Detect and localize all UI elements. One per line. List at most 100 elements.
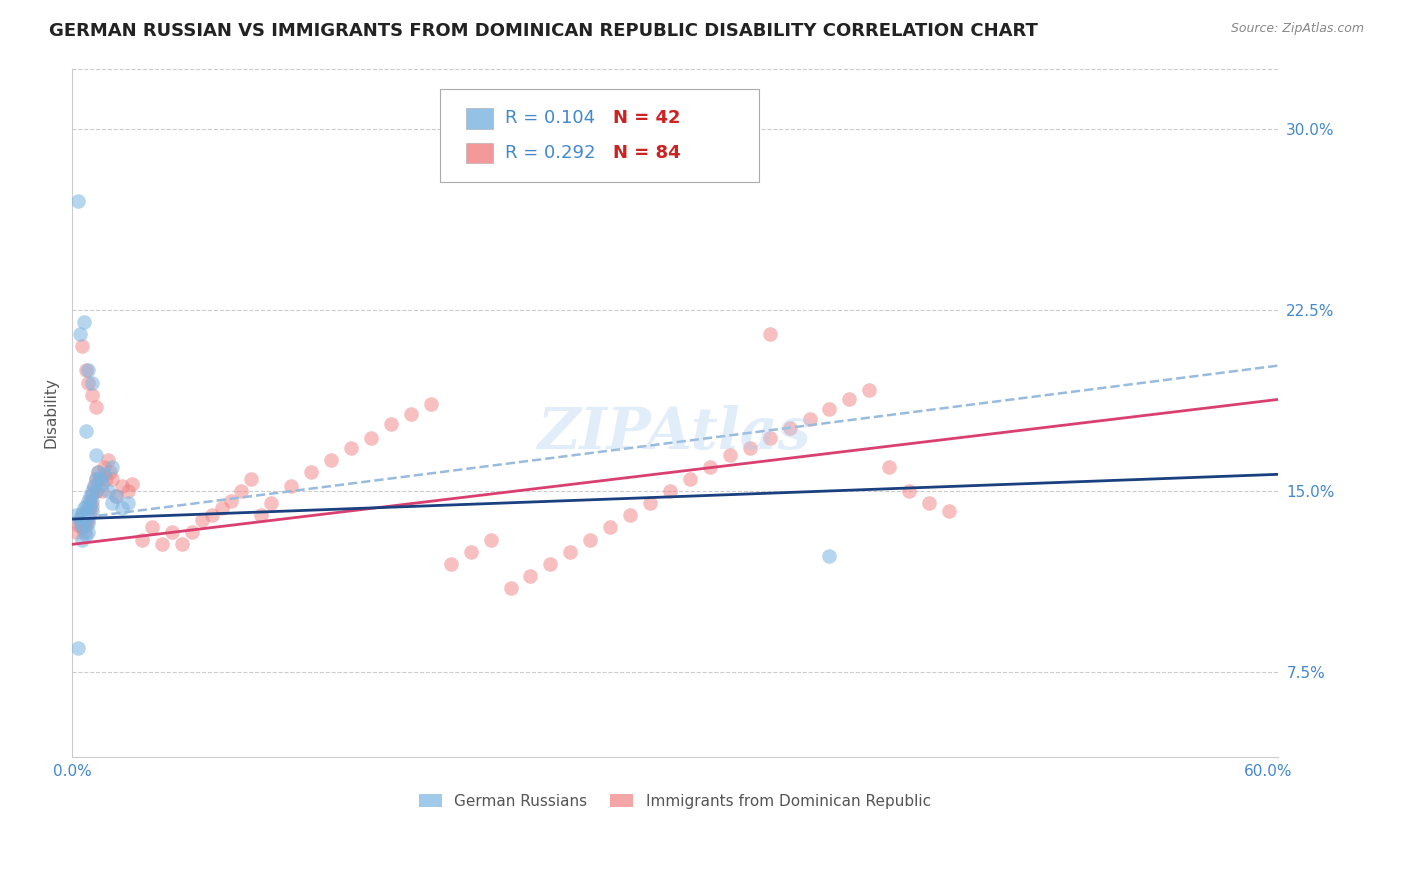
Point: [877, 460, 900, 475]
Point: [89, 472, 111, 486]
Point: [799, 411, 821, 425]
Point: [659, 484, 682, 499]
Point: [66, 518, 89, 533]
Point: [70, 339, 93, 353]
Point: [340, 441, 363, 455]
Point: [77, 494, 100, 508]
Point: [938, 503, 960, 517]
Point: [73, 525, 96, 540]
Point: [75, 527, 97, 541]
Point: [619, 508, 641, 523]
Point: [111, 479, 134, 493]
Point: [77, 513, 100, 527]
Point: [150, 537, 173, 551]
Point: [97, 484, 120, 499]
Point: [519, 568, 541, 582]
Point: [170, 537, 193, 551]
Point: [101, 496, 124, 510]
Point: [221, 494, 243, 508]
Point: [250, 508, 273, 523]
Point: [211, 501, 233, 516]
Point: [75, 363, 97, 377]
Point: [280, 479, 302, 493]
Point: [79, 506, 101, 520]
Text: ZIPAtlas: ZIPAtlas: [538, 405, 811, 462]
Point: [560, 544, 582, 558]
Point: [87, 465, 110, 479]
Point: [758, 327, 780, 342]
Point: [419, 397, 441, 411]
Point: [80, 484, 103, 499]
Point: [90, 477, 112, 491]
Point: [65, 508, 87, 523]
Point: [160, 525, 183, 540]
Point: [80, 387, 103, 401]
Point: [638, 496, 661, 510]
Point: [66, 194, 89, 209]
Point: [758, 431, 780, 445]
Point: [83, 479, 105, 493]
Point: [69, 516, 91, 530]
Point: [141, 520, 163, 534]
Point: [93, 460, 115, 475]
Point: [679, 472, 702, 486]
Point: [104, 489, 127, 503]
Point: [101, 460, 124, 475]
Point: [898, 484, 921, 499]
Point: [69, 513, 91, 527]
Point: [80, 494, 103, 508]
Point: [70, 533, 93, 547]
Text: N = 84: N = 84: [613, 145, 681, 162]
Point: [321, 453, 343, 467]
FancyBboxPatch shape: [467, 143, 494, 163]
Point: [718, 448, 741, 462]
Point: [77, 508, 100, 523]
Point: [104, 489, 127, 503]
Point: [70, 520, 93, 534]
Point: [200, 508, 222, 523]
Point: [84, 448, 107, 462]
Point: [77, 525, 100, 540]
Point: [77, 376, 100, 390]
Point: [89, 472, 111, 486]
Point: [69, 327, 91, 342]
Text: Source: ZipAtlas.com: Source: ZipAtlas.com: [1230, 22, 1364, 36]
Point: [299, 465, 322, 479]
Point: [260, 496, 283, 510]
Point: [779, 421, 801, 435]
Point: [70, 520, 93, 534]
Point: [80, 376, 103, 390]
Point: [80, 486, 103, 500]
Point: [70, 506, 93, 520]
Point: [858, 383, 880, 397]
Point: [66, 641, 89, 656]
Point: [97, 453, 120, 467]
Point: [79, 494, 101, 508]
Point: [83, 479, 105, 493]
Point: [180, 525, 202, 540]
Y-axis label: Disability: Disability: [44, 377, 58, 448]
Point: [77, 516, 100, 530]
Point: [80, 503, 103, 517]
Point: [499, 581, 522, 595]
Point: [70, 508, 93, 523]
Text: R = 0.292: R = 0.292: [505, 145, 595, 162]
Text: GERMAN RUSSIAN VS IMMIGRANTS FROM DOMINICAN REPUBLIC DISABILITY CORRELATION CHAR: GERMAN RUSSIAN VS IMMIGRANTS FROM DOMINI…: [49, 22, 1038, 40]
Point: [77, 501, 100, 516]
Point: [79, 499, 101, 513]
Point: [460, 544, 482, 558]
FancyBboxPatch shape: [467, 108, 494, 128]
Point: [117, 496, 139, 510]
Point: [65, 525, 87, 540]
FancyBboxPatch shape: [440, 89, 759, 182]
Point: [538, 557, 561, 571]
Point: [75, 424, 97, 438]
Point: [73, 315, 96, 329]
Point: [84, 472, 107, 486]
Point: [75, 518, 97, 533]
Point: [111, 501, 134, 516]
Point: [190, 513, 212, 527]
Point: [738, 441, 761, 455]
Point: [84, 484, 107, 499]
Point: [818, 402, 841, 417]
